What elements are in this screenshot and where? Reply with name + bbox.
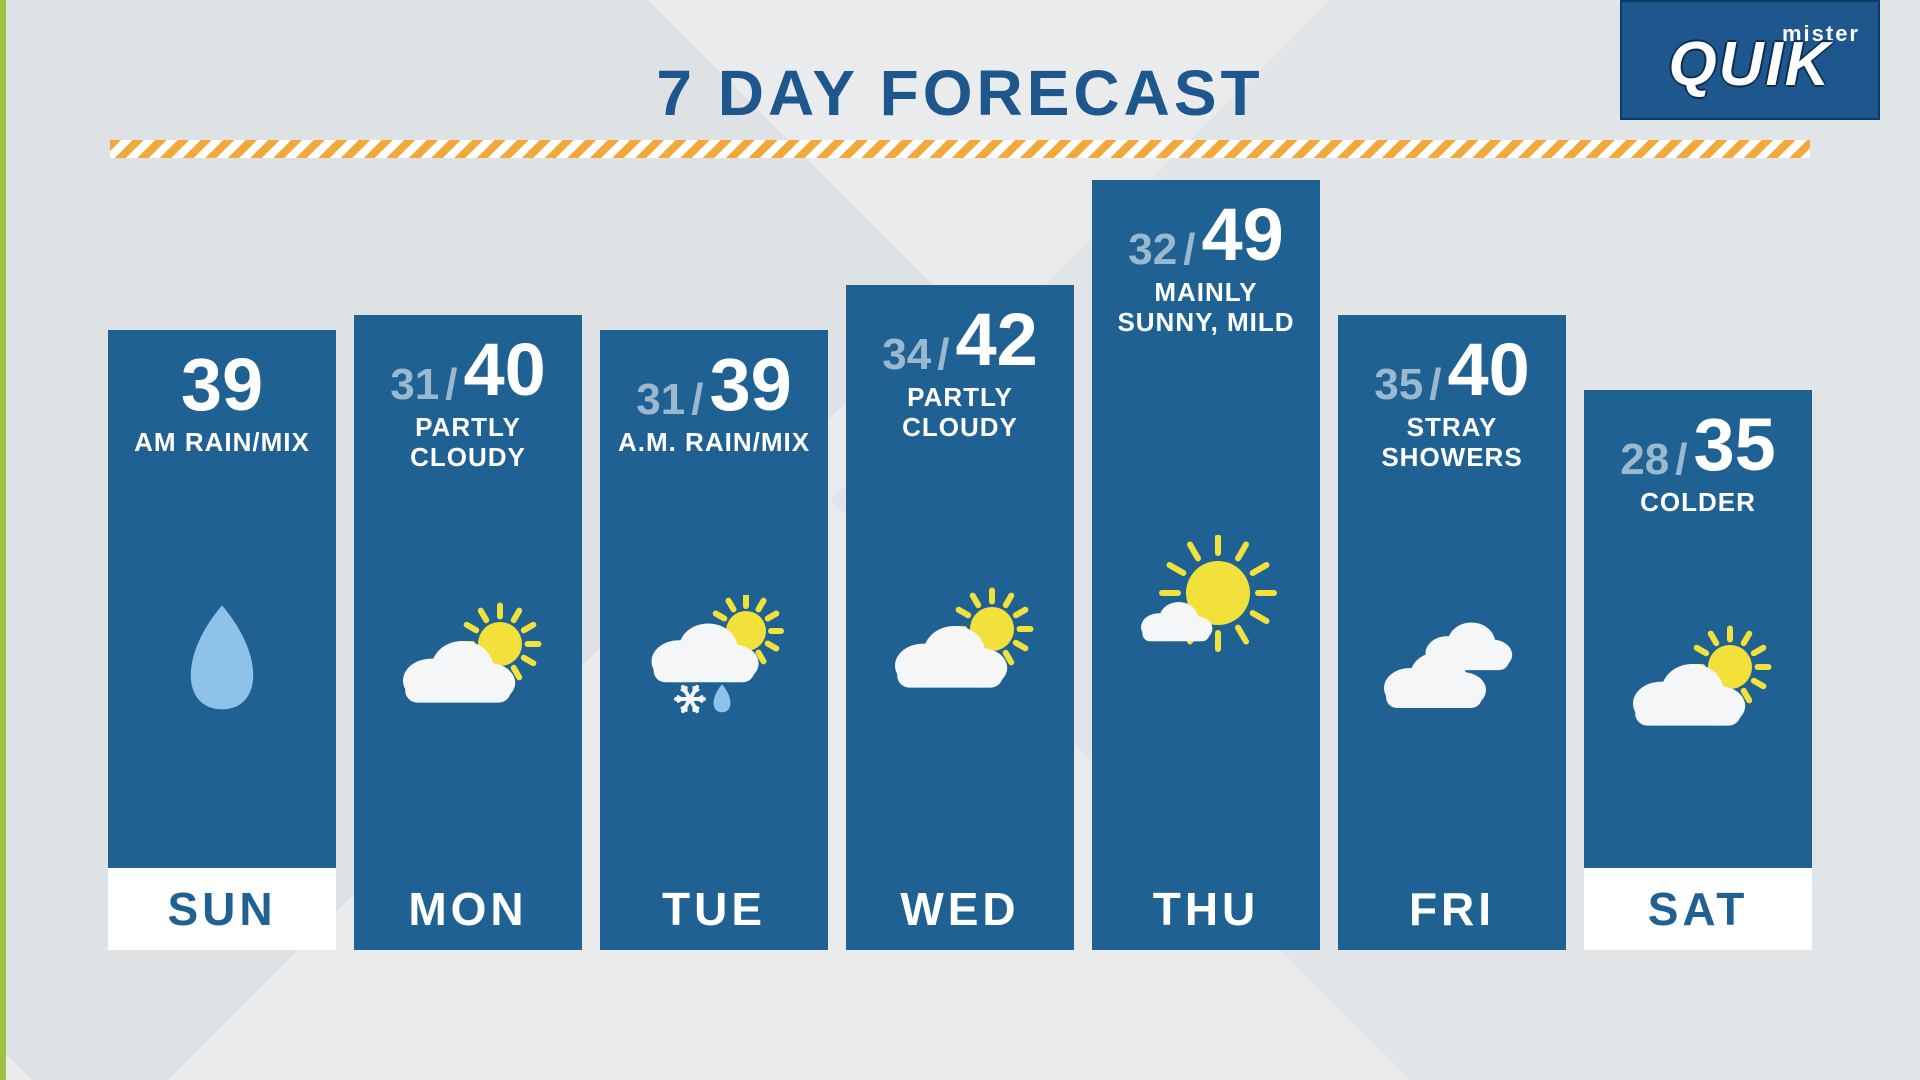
- day-label: FRI: [1338, 868, 1566, 950]
- day-label: WED: [846, 868, 1074, 950]
- day-label: MON: [354, 868, 582, 950]
- high-temp: 49: [1201, 198, 1283, 272]
- low-temp: 34: [882, 333, 931, 377]
- high-temp: 40: [463, 333, 545, 407]
- weather-icon: [1092, 338, 1320, 862]
- weather-icon: [1584, 518, 1812, 862]
- high-temp: 39: [181, 348, 263, 422]
- logo-big-text: QUIK: [1669, 29, 1832, 100]
- weather-icon: [846, 443, 1074, 862]
- high-temp: 42: [955, 303, 1037, 377]
- day-label: THU: [1092, 868, 1320, 950]
- forecast-description: A.M. RAIN/MIX: [608, 428, 820, 458]
- forecast-bar-mon: 31/40PARTLY CLOUDY MON: [354, 315, 582, 950]
- low-temp: 31: [390, 363, 439, 407]
- temp-readout: 31/39: [636, 348, 792, 422]
- forecast-description: COLDER: [1630, 488, 1766, 518]
- forecast-bar-fri: 35/40STRAY SHOWERS FRI: [1338, 315, 1566, 950]
- low-temp: 35: [1374, 363, 1423, 407]
- low-temp: 32: [1128, 228, 1177, 272]
- temp-readout: 32/49: [1128, 198, 1284, 272]
- high-temp: 40: [1447, 333, 1529, 407]
- forecast-description: PARTLY CLOUDY: [846, 383, 1074, 443]
- temp-readout: 39: [181, 348, 263, 422]
- temp-separator: /: [937, 333, 949, 377]
- forecast-description: MAINLY SUNNY, MILD: [1092, 278, 1320, 338]
- forecast-chart: 39AM RAIN/MIXSUN31/40PARTLY CLOUDY MON31…: [100, 180, 1820, 950]
- weather-icon: [600, 458, 828, 862]
- day-label: TUE: [600, 868, 828, 950]
- temp-readout: 28/35: [1620, 408, 1776, 482]
- title-stripe: [110, 140, 1810, 158]
- high-temp: 35: [1693, 408, 1775, 482]
- weather-icon: [1338, 473, 1566, 862]
- temp-readout: 34/42: [882, 303, 1038, 377]
- low-temp: 28: [1620, 438, 1669, 482]
- forecast-bar-sun: 39 AM RAIN/MIX SUN: [108, 330, 336, 950]
- sponsor-logo: mister QUIK: [1620, 0, 1880, 120]
- forecast-bar-tue: 31/39 A.M. RAIN/MIX TUE: [600, 330, 828, 950]
- temp-readout: 35/40: [1374, 333, 1530, 407]
- day-label: SAT: [1584, 868, 1812, 950]
- temp-separator: /: [691, 378, 703, 422]
- edge-accent-left: [0, 0, 6, 1080]
- temp-separator: /: [1429, 363, 1441, 407]
- temp-separator: /: [1183, 228, 1195, 272]
- high-temp: 39: [709, 348, 791, 422]
- weather-icon: [108, 458, 336, 862]
- forecast-description: STRAY SHOWERS: [1338, 413, 1566, 473]
- day-label: SUN: [108, 868, 336, 950]
- forecast-description: AM RAIN/MIX: [124, 428, 320, 458]
- temp-readout: 31/40: [390, 333, 546, 407]
- temp-separator: /: [1675, 438, 1687, 482]
- temp-separator: /: [445, 363, 457, 407]
- weather-icon: [354, 473, 582, 862]
- forecast-bar-thu: 32/49MAINLY SUNNY, MILD THU: [1092, 180, 1320, 950]
- forecast-bar-wed: 34/42PARTLY CLOUDY WED: [846, 285, 1074, 950]
- low-temp: 31: [636, 378, 685, 422]
- forecast-bar-sat: 28/35 COLDER SAT: [1584, 390, 1812, 950]
- forecast-description: PARTLY CLOUDY: [354, 413, 582, 473]
